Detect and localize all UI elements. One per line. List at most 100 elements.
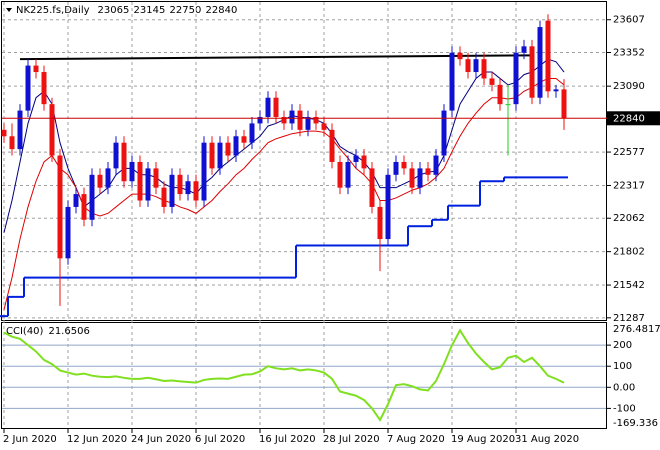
candle-body <box>89 174 95 220</box>
candle-body <box>497 84 503 105</box>
candle-body <box>161 187 167 207</box>
candle-body <box>121 142 127 182</box>
candle-body <box>105 168 111 188</box>
candle-body <box>465 59 471 73</box>
y-tick-label: 21287 <box>613 313 645 324</box>
candle-body <box>113 142 119 169</box>
cci-title: CCI(40) <box>6 326 44 337</box>
candle-body <box>385 174 391 240</box>
candle-body <box>233 136 239 156</box>
candle-body <box>33 65 39 73</box>
candle-body <box>1 129 7 137</box>
candle-body <box>97 174 103 188</box>
candle-body <box>249 123 255 143</box>
candle-body <box>369 168 375 207</box>
candle-body <box>377 206 383 240</box>
candle-body <box>457 52 463 60</box>
candle-body <box>257 116 263 124</box>
candle-body <box>417 168 423 188</box>
x-tick-label: 31 Aug 2020 <box>515 434 579 445</box>
candle-body <box>57 155 63 259</box>
candle-body <box>265 97 271 117</box>
header-close: 22840 <box>206 5 238 16</box>
y-tick-label: 23607 <box>613 15 645 26</box>
candle-body <box>169 174 175 207</box>
candle-body <box>505 104 511 106</box>
candle-body <box>281 116 287 124</box>
candle-body <box>185 181 191 195</box>
candle-body <box>441 110 447 156</box>
moving-average <box>3 77 565 310</box>
candle-body <box>65 206 71 259</box>
candle-body <box>201 142 207 201</box>
candle-body <box>193 181 199 201</box>
candle-body <box>305 116 311 130</box>
candle-body <box>145 168 151 201</box>
cci-line <box>3 328 565 422</box>
x-tick-label: 2 Jun 2020 <box>3 434 57 445</box>
candle-body <box>129 161 135 182</box>
candle-body <box>41 72 47 105</box>
candle-body <box>241 136 247 143</box>
candle-body <box>513 52 519 105</box>
candle-body <box>81 194 87 220</box>
candle-body <box>361 155 367 169</box>
x-tick-label: 6 Jul 2020 <box>195 434 245 445</box>
candle-body <box>425 168 431 175</box>
candle-body <box>553 89 559 92</box>
candle-body <box>25 65 31 111</box>
header-low: 22750 <box>170 5 202 16</box>
candle-body <box>49 104 55 156</box>
candle-body <box>329 129 335 162</box>
y-tick-label: -100 <box>613 403 636 414</box>
candle-body <box>537 27 543 98</box>
y-tick-label: 21802 <box>613 247 645 258</box>
candle-body <box>153 168 159 188</box>
candle-body <box>521 46 527 53</box>
candle-body <box>561 89 567 119</box>
x-tick-label: 24 Jun 2020 <box>131 434 191 445</box>
candle-body <box>9 136 15 150</box>
y-tick-label: 100 <box>613 361 632 372</box>
y-tick-label: 0.00 <box>613 382 635 393</box>
header-values: 23065 23145 22750 22840 <box>98 5 238 16</box>
candle-body <box>337 161 343 188</box>
candle-body <box>273 97 279 117</box>
cci-panel <box>1 322 607 429</box>
candle-body <box>313 116 319 124</box>
candle-body <box>433 155 439 175</box>
candle-body <box>209 142 215 169</box>
y-tick-label: 23090 <box>613 81 645 92</box>
candle-body <box>297 110 303 130</box>
y-limit-label: -169.336 <box>613 418 658 429</box>
y-limit-label: 276.4817 <box>613 324 660 335</box>
candle-body <box>393 161 399 175</box>
x-tick-label: 19 Aug 2020 <box>451 434 515 445</box>
y-tick-label: 22062 <box>613 213 645 224</box>
candle-body <box>177 174 183 195</box>
menu-arrow <box>6 8 12 12</box>
candle-body <box>489 78 495 85</box>
candle-body <box>481 59 487 79</box>
candle-body <box>529 46 535 98</box>
candle-body <box>321 123 327 130</box>
header-high: 23145 <box>134 5 166 16</box>
candle-body <box>289 110 295 124</box>
candle-body <box>137 161 143 201</box>
candle-body <box>401 161 407 169</box>
candle-body <box>217 142 223 169</box>
candle-body <box>345 161 351 188</box>
x-tick-label: 12 Jun 2020 <box>67 434 127 445</box>
x-tick-label: 28 Jul 2020 <box>323 434 380 445</box>
x-tick-label: 16 Jul 2020 <box>259 434 316 445</box>
candle-body <box>449 52 455 111</box>
x-tick-label: 7 Aug 2020 <box>387 434 445 445</box>
y-tick-label: 21542 <box>613 280 645 291</box>
cci-value: 21.6506 <box>48 326 89 337</box>
y-tick-label: 200 <box>613 340 632 351</box>
candle-body <box>73 194 79 207</box>
symbol-title: NK225.fs,Daily <box>16 5 90 16</box>
candle-body <box>353 155 359 162</box>
candle-body <box>545 20 551 92</box>
